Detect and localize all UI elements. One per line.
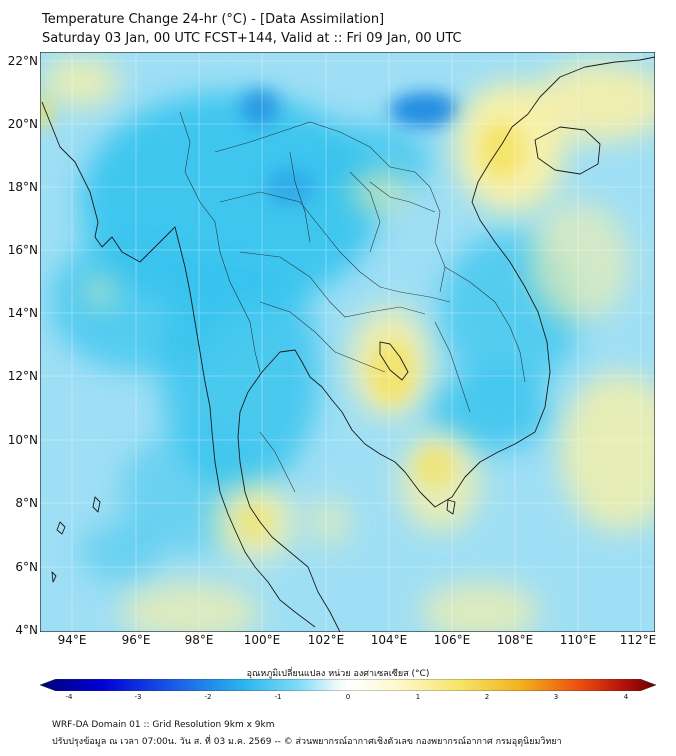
model-info: WRF-DA Domain 01 :: Grid Resolution 9km … — [52, 720, 275, 730]
lon-label-104e: 104°E — [370, 633, 408, 647]
coastlines — [41, 56, 655, 632]
colorbar-tick: -2 — [204, 693, 212, 701]
colorbar-title: อุณหภูมิเปลี่ยนแปลง หน่วย องศาเซลเซียส (… — [246, 669, 430, 679]
strong-cooling-patches — [240, 89, 460, 207]
lat-label-6n: 6°N — [15, 560, 38, 574]
lon-label-98e: 98°E — [184, 633, 214, 647]
lon-label-108e: 108°E — [496, 633, 534, 647]
lat-label-16n: 16°N — [7, 243, 38, 257]
warming-patches — [40, 57, 655, 632]
colorbar-tick: 4 — [623, 693, 629, 701]
colorbar-tick: 0 — [345, 693, 351, 701]
colorbar-tick: 1 — [415, 693, 421, 701]
lat-label-22n: 22°N — [7, 54, 38, 68]
colorbar-tick: 3 — [553, 693, 559, 701]
lon-label-106e: 106°E — [433, 633, 471, 647]
lon-label-112e: 112°E — [619, 633, 657, 647]
lon-label-94e: 94°E — [57, 633, 87, 647]
lat-label-4n: 4°N — [15, 623, 38, 637]
credit-line: ปรับปรุงข้อมูล ณ เวลา 07:00น. วัน ส. ที่… — [52, 737, 562, 747]
lon-label-100e: 100°E — [243, 633, 281, 647]
colorbar-gradient — [40, 679, 656, 691]
map-title: Temperature Change 24-hr (°C) - [Data As… — [42, 12, 385, 27]
colorbar-tick: -1 — [274, 693, 282, 701]
colorbar-tick: -4 — [65, 693, 73, 701]
lon-label-110e: 110°E — [559, 633, 597, 647]
lon-label-102e: 102°E — [307, 633, 345, 647]
graticule-lines — [40, 52, 655, 632]
colorbar-tick: -3 — [134, 693, 142, 701]
lat-label-10n: 10°N — [7, 433, 38, 447]
map-subtitle: Saturday 03 Jan, 00 UTC FCST+144, Valid … — [42, 31, 462, 46]
lon-label-96e: 96°E — [121, 633, 151, 647]
lat-label-8n: 8°N — [15, 496, 38, 510]
colorbar-tick: 2 — [484, 693, 490, 701]
lat-label-20n: 20°N — [7, 117, 38, 131]
colorbar — [40, 679, 656, 691]
provincial-boundaries — [179, 111, 526, 493]
temperature-map — [40, 52, 655, 632]
lat-label-12n: 12°N — [7, 369, 38, 383]
lat-label-18n: 18°N — [7, 180, 38, 194]
lat-label-14n: 14°N — [7, 306, 38, 320]
